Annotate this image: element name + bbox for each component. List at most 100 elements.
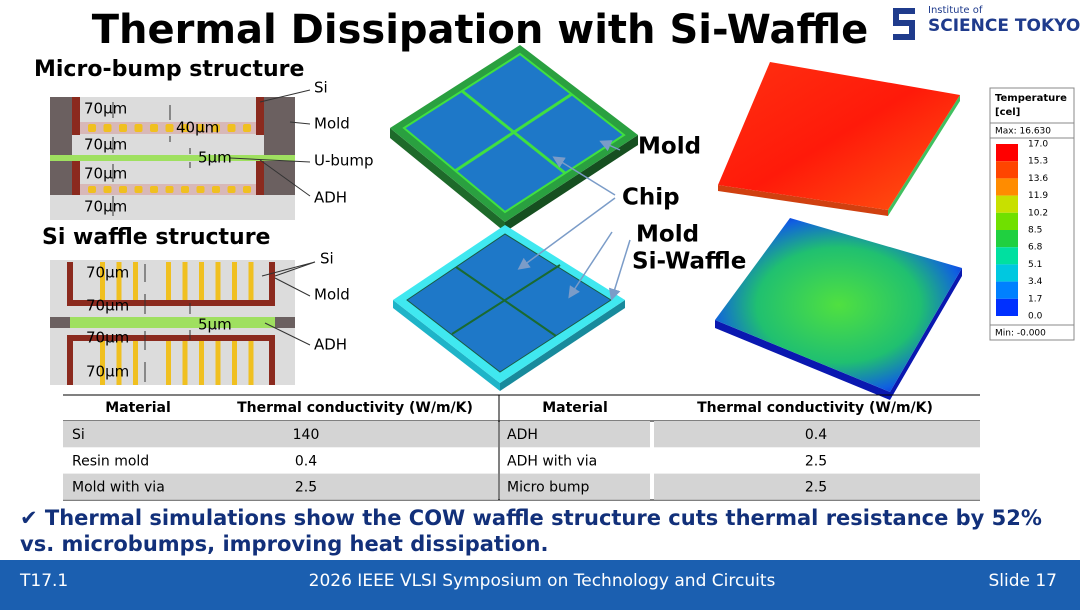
title: Thermal Dissipation with Si-Waffle <box>92 7 868 53</box>
dimension: 40µm <box>176 119 219 137</box>
table-cell: 2.5 <box>805 453 827 469</box>
via <box>100 341 105 385</box>
dimension: 70µm <box>86 363 129 381</box>
micro-bump-diagram <box>50 97 295 220</box>
bump <box>165 186 174 193</box>
callout: Si <box>314 79 328 97</box>
table-cell: 2.5 <box>805 480 827 496</box>
legend-level: 0.0 <box>1028 312 1043 322</box>
legend-swatch <box>996 298 1018 316</box>
model-label: Mold <box>636 222 699 248</box>
legend-level: 17.0 <box>1028 140 1048 150</box>
callout: Mold <box>314 286 350 304</box>
si-waffle-diagram <box>50 260 295 385</box>
footer-left: T17.1 <box>19 571 68 591</box>
legend-swatch <box>996 247 1018 265</box>
bump <box>181 124 189 132</box>
table-cell: Resin mold <box>72 453 149 469</box>
table-header: Thermal conductivity (W/m/K) <box>697 400 933 416</box>
via <box>232 262 237 300</box>
legend-swatch <box>996 212 1018 230</box>
bump <box>212 186 220 193</box>
legend-title: Temperature <box>995 93 1067 104</box>
legend-swatch <box>996 144 1018 162</box>
dimension: 70µm <box>86 329 129 347</box>
model-label: Chip <box>622 185 680 211</box>
table-cell: 0.4 <box>805 427 827 443</box>
model-label: Mold <box>638 134 701 160</box>
callout: Si <box>320 250 334 268</box>
thermal-map-cool <box>715 218 962 400</box>
legend-swatch <box>996 264 1018 282</box>
legend-level: 5.1 <box>1028 260 1042 270</box>
via <box>199 341 204 385</box>
table-header: Material <box>105 400 171 416</box>
thermal-map-hot <box>718 62 960 216</box>
via <box>248 262 254 300</box>
table-header: Thermal conductivity (W/m/K) <box>237 400 473 416</box>
bump <box>243 124 251 132</box>
bump <box>243 186 251 193</box>
via <box>166 262 171 300</box>
row-shade <box>654 473 980 500</box>
via <box>182 341 188 385</box>
row-shade <box>500 473 650 500</box>
si-waffle-leaders <box>144 261 316 382</box>
via <box>232 341 237 385</box>
legend-level: 3.4 <box>1028 277 1043 287</box>
bump <box>88 124 96 132</box>
bump <box>165 124 174 132</box>
callout: Mold <box>314 115 350 133</box>
bump <box>150 124 158 132</box>
legend-level: 6.8 <box>1028 243 1043 253</box>
dimension: 5µm <box>198 149 232 167</box>
legend-unit: [cel] <box>995 107 1020 118</box>
footer-bar <box>0 560 1080 610</box>
row-shade <box>500 421 650 448</box>
legend-swatch <box>996 161 1018 179</box>
bump <box>134 124 143 132</box>
via <box>215 341 221 385</box>
table-cell: Mold with via <box>72 480 165 496</box>
model-arrows <box>517 140 631 301</box>
row-shade <box>654 421 980 448</box>
legend: Temperature [cel] Max: 16.630 Min: -0.00… <box>989 87 1075 341</box>
logo-line2: SCIENCE TOKYO <box>928 16 1080 36</box>
dimension: 5µm <box>198 316 232 334</box>
bump <box>196 186 205 193</box>
legend-level: 8.5 <box>1028 226 1042 236</box>
bump <box>103 186 112 193</box>
model-microbump <box>390 45 638 232</box>
via <box>133 341 138 385</box>
model-label: Si-Waffle <box>632 249 746 275</box>
bump <box>119 124 127 132</box>
micro-bump-leaders <box>112 89 311 216</box>
via <box>248 341 254 385</box>
conclusion: vs. microbumps, improving heat dissipati… <box>20 532 549 556</box>
legend-swatch <box>996 281 1018 299</box>
bump <box>134 186 143 193</box>
bump <box>119 186 127 193</box>
dimension: 70µm <box>86 297 129 315</box>
model-waffle <box>393 225 625 391</box>
callout: U-bump <box>314 152 374 170</box>
legend-max: Max: 16.630 <box>995 127 1051 137</box>
bump <box>212 124 220 132</box>
via <box>166 341 171 385</box>
table-header: Material <box>542 400 608 416</box>
bump <box>150 186 158 193</box>
legend-level: 13.6 <box>1028 174 1048 184</box>
callout: ADH <box>314 336 347 354</box>
via <box>100 262 105 300</box>
conclusion: ✔ Thermal simulations show the COW waffl… <box>20 506 1042 530</box>
dimension: 70µm <box>84 198 127 216</box>
table-cell: ADH <box>507 427 538 443</box>
table: Material Thermal conductivity (W/m/K) Mate… <box>63 394 980 501</box>
legend-level: 10.2 <box>1028 208 1048 218</box>
callout: ADH <box>314 189 347 207</box>
via <box>116 341 122 385</box>
row-shade <box>63 421 498 448</box>
logo-line1: Institute of <box>928 5 983 16</box>
bump <box>181 186 189 193</box>
bump <box>196 124 205 132</box>
